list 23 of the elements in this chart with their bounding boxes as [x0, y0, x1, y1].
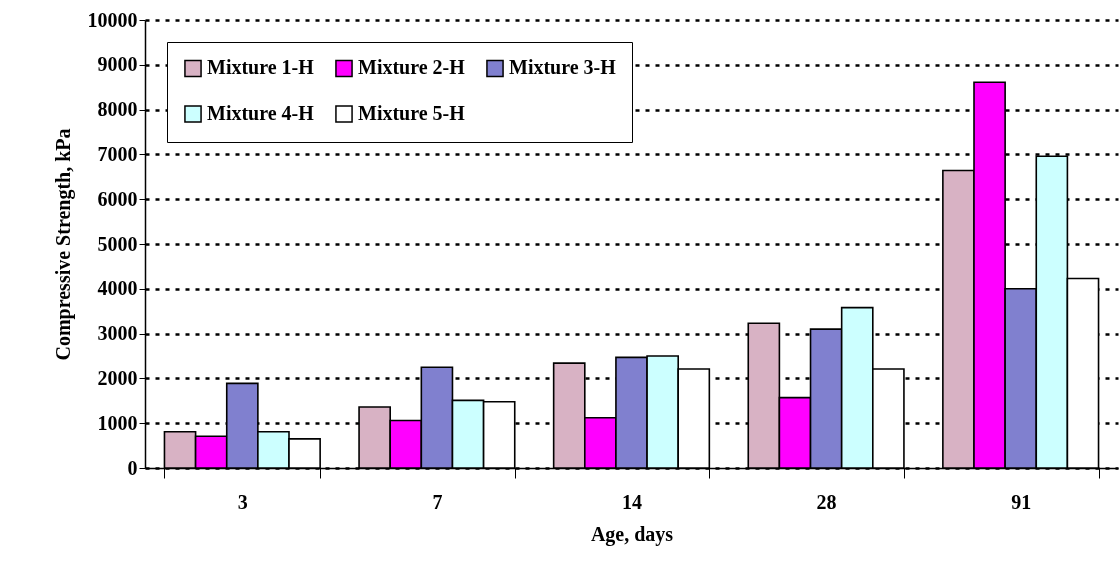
x-axis-title: Age, days	[590, 522, 674, 546]
y-tick-label: 6000	[97, 187, 138, 210]
legend-label: Mixture 4-H	[207, 102, 315, 124]
x-tick-label: 91	[1011, 490, 1032, 513]
y-tick-label: 7000	[97, 142, 138, 165]
y-tick-label: 3000	[97, 322, 138, 345]
y-tick-label: 8000	[97, 98, 138, 121]
y-tick-label: 5000	[97, 232, 138, 255]
x-tick-label: 28	[816, 490, 837, 513]
y-tick-label: 2000	[97, 366, 138, 389]
x-tick-label: 14	[622, 490, 642, 513]
y-tick-label: 1000	[97, 411, 138, 434]
x-tick-label: 3	[237, 490, 248, 513]
x-tick-label: 7	[432, 490, 443, 513]
y-tick-label: 4000	[97, 277, 138, 300]
legend-label: Mixture 1-H	[207, 56, 315, 79]
legend-label: Mixture 3-H	[509, 56, 617, 79]
y-tick-label: 0	[127, 456, 138, 479]
y-tick-label: 9000	[97, 53, 138, 76]
y-axis-title: Compressive Strength, kPa	[51, 128, 75, 361]
y-tick-label: 10000	[87, 8, 138, 31]
legend-label: Mixture 5-H	[358, 102, 466, 124]
legend-label: Mixture 2-H	[358, 56, 466, 79]
